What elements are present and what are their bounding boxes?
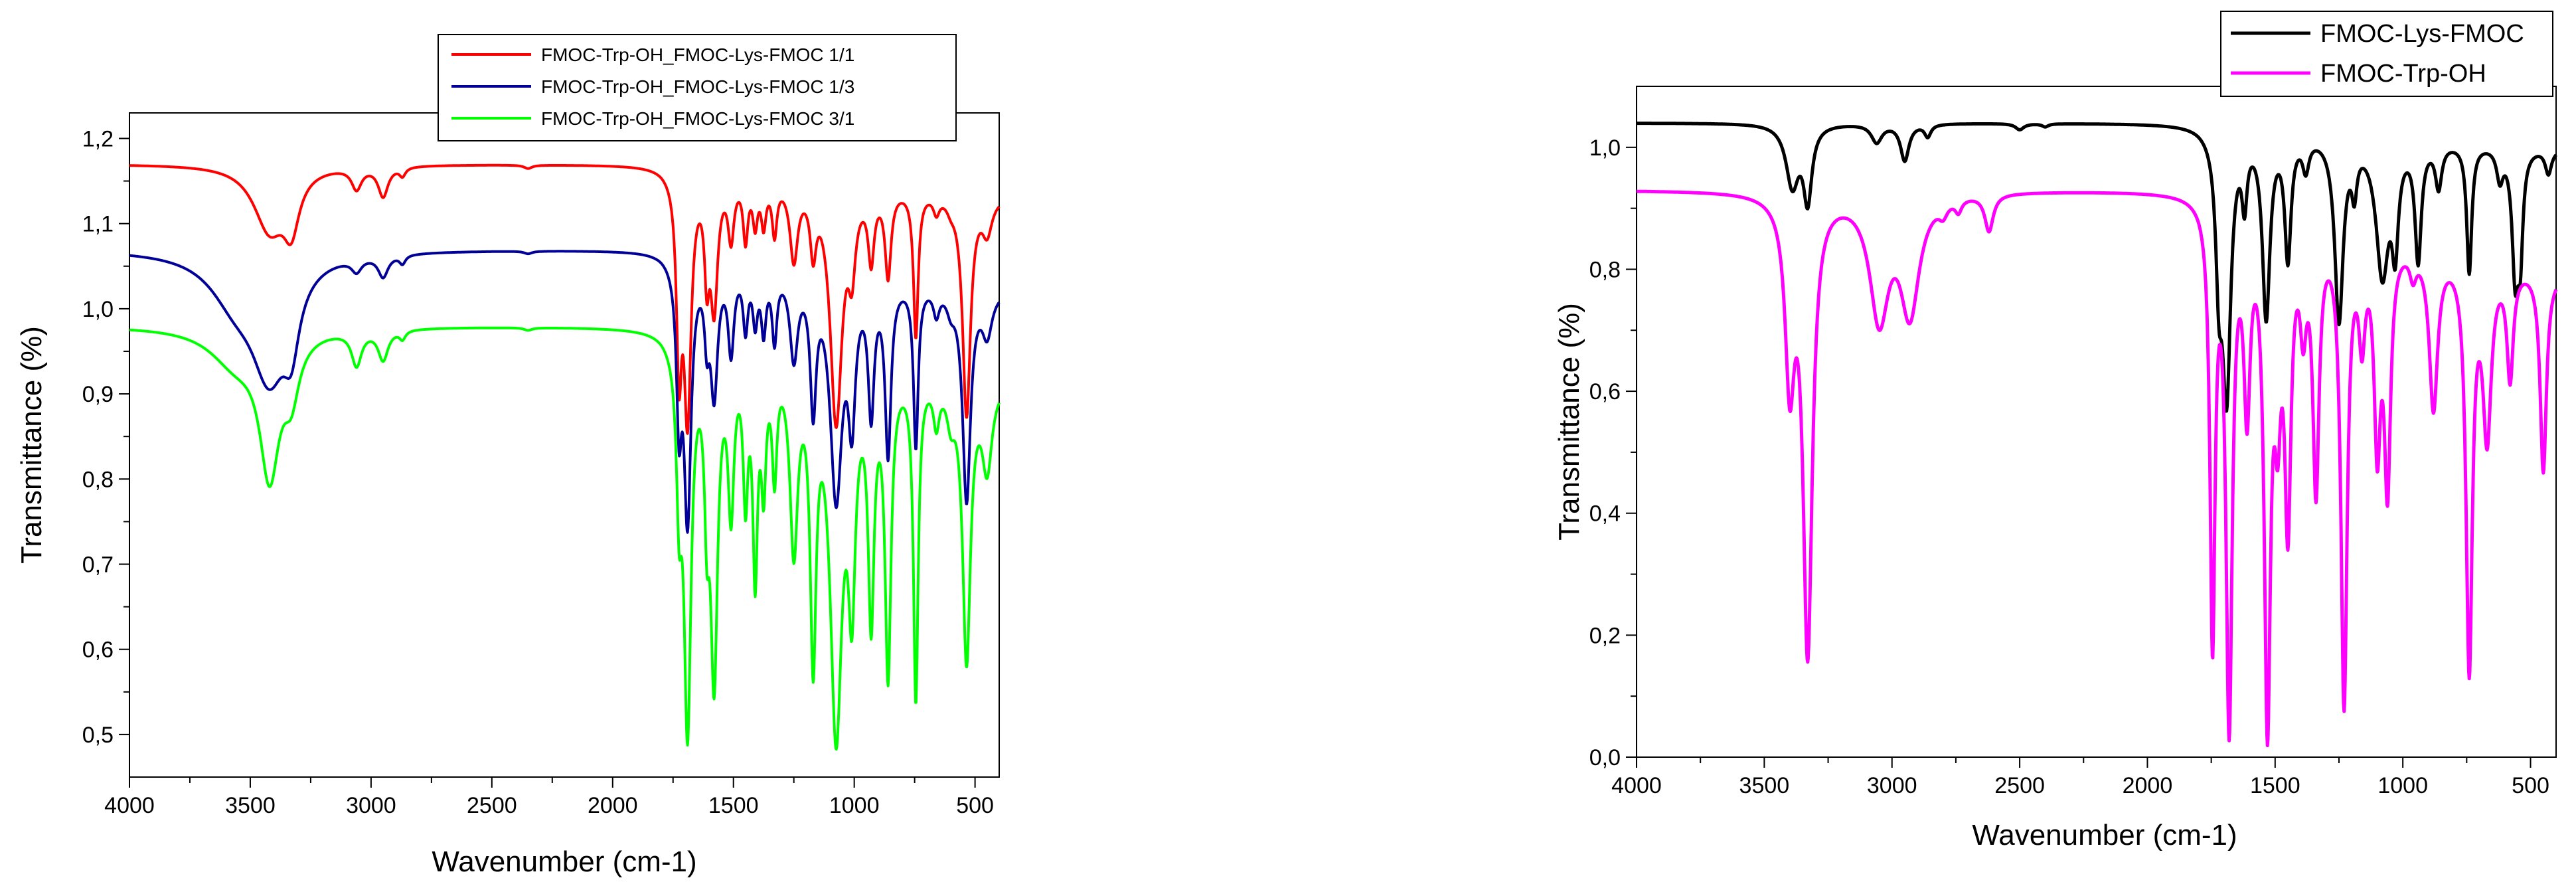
left-y-tick-label: 0,8	[82, 467, 114, 492]
right-legend: FMOC-Lys-FMOC FMOC-Trp-OH	[2220, 11, 2553, 97]
left-x-tick-label: 4000	[104, 793, 155, 818]
left-y-tick-label: 0,6	[82, 638, 114, 663]
right-x-tick-label: 3000	[1867, 773, 1917, 798]
left-series-line-1	[128, 163, 1001, 435]
right-y-tick-label: 0,2	[1589, 623, 1621, 648]
right-plot-frame	[1636, 86, 2557, 758]
left-legend-label-2: FMOC-Trp-OH_FMOC-Lys-FMOC 1/3	[541, 76, 854, 97]
left-legend-label-1: FMOC-Trp-OH_FMOC-Lys-FMOC 1/1	[541, 44, 854, 65]
right-x-tick-label: 1000	[2377, 773, 2428, 798]
right-series-line-2	[1635, 189, 2558, 748]
right-y-tick-label: 0,6	[1589, 379, 1621, 404]
right-x-tick-label: 3500	[1739, 773, 1790, 798]
left-x-tick-label: 1500	[708, 793, 759, 818]
right-y-axis-title: Transmittance (%)	[1553, 303, 1585, 541]
left-legend-label-3: FMOC-Trp-OH_FMOC-Lys-FMOC 3/1	[541, 108, 854, 129]
left-y-tick-label: 0,5	[82, 723, 114, 748]
right-x-tick-label: 2500	[1994, 773, 2045, 798]
right-x-tick-label: 1500	[2250, 773, 2300, 798]
left-axis-ticks: 4000 3500 3000 2500 2000 1500 1000 500 0,5 0,6 0,7…	[82, 126, 994, 818]
left-series-group	[128, 163, 1001, 751]
left-x-tick-label: 2500	[467, 793, 517, 818]
right-axis-ticks: 4000 3500 3000 2500 2000 1500 1000 500 0,0 0,2 0,4…	[1589, 135, 2549, 798]
left-x-tick-label: 3000	[346, 793, 396, 818]
left-legend: FMOC-Trp-OH_FMOC-Lys-FMOC 1/1 FMOC-Trp-O…	[438, 34, 957, 141]
left-y-tick-label: 0,7	[82, 552, 114, 577]
left-series-line-2	[128, 250, 1001, 534]
right-x-tick-label: 500	[2512, 773, 2549, 798]
right-series-line-1	[1635, 122, 2557, 413]
right-y-tick-label: 0,4	[1589, 501, 1621, 527]
left-x-tick-label: 3500	[225, 793, 276, 818]
left-y-tick-label: 0,9	[82, 382, 114, 407]
left-plot-frame	[129, 112, 1000, 778]
left-x-tick-label: 500	[956, 793, 994, 818]
right-y-tick-label: 1,0	[1589, 135, 1621, 161]
right-x-axis-title: Wavenumber (cm-1)	[1972, 819, 2237, 851]
right-x-tick-label: 4000	[1611, 773, 1662, 798]
right-legend-box	[2220, 11, 2553, 97]
left-y-tick-label: 1,2	[82, 126, 114, 151]
right-series-group	[1635, 122, 2558, 748]
right-y-tick-label: 0,0	[1589, 745, 1621, 770]
left-x-tick-label: 1000	[829, 793, 880, 818]
left-x-tick-label: 2000	[588, 793, 638, 818]
left-y-tick-label: 1,0	[82, 297, 114, 322]
right-x-tick-label: 2000	[2123, 773, 2173, 798]
left-x-axis-title: Wavenumber (cm-1)	[432, 845, 696, 878]
left-y-tick-label: 1,1	[82, 212, 114, 237]
right-chart: 4000 3500 3000 2500 2000 1500 1000 500 0,0 0,2 0,4…	[1553, 11, 2558, 851]
left-chart: 4000 3500 3000 2500 2000 1500 1000 500 0,5 0,6 0,7…	[15, 34, 1001, 878]
right-legend-label-1: FMOC-Lys-FMOC	[2320, 20, 2524, 48]
left-y-axis-title: Transmittance (%)	[15, 326, 48, 564]
left-series-line-3	[128, 326, 1001, 751]
right-legend-label-2: FMOC-Trp-OH	[2320, 60, 2486, 88]
right-y-tick-label: 0,8	[1589, 257, 1621, 282]
